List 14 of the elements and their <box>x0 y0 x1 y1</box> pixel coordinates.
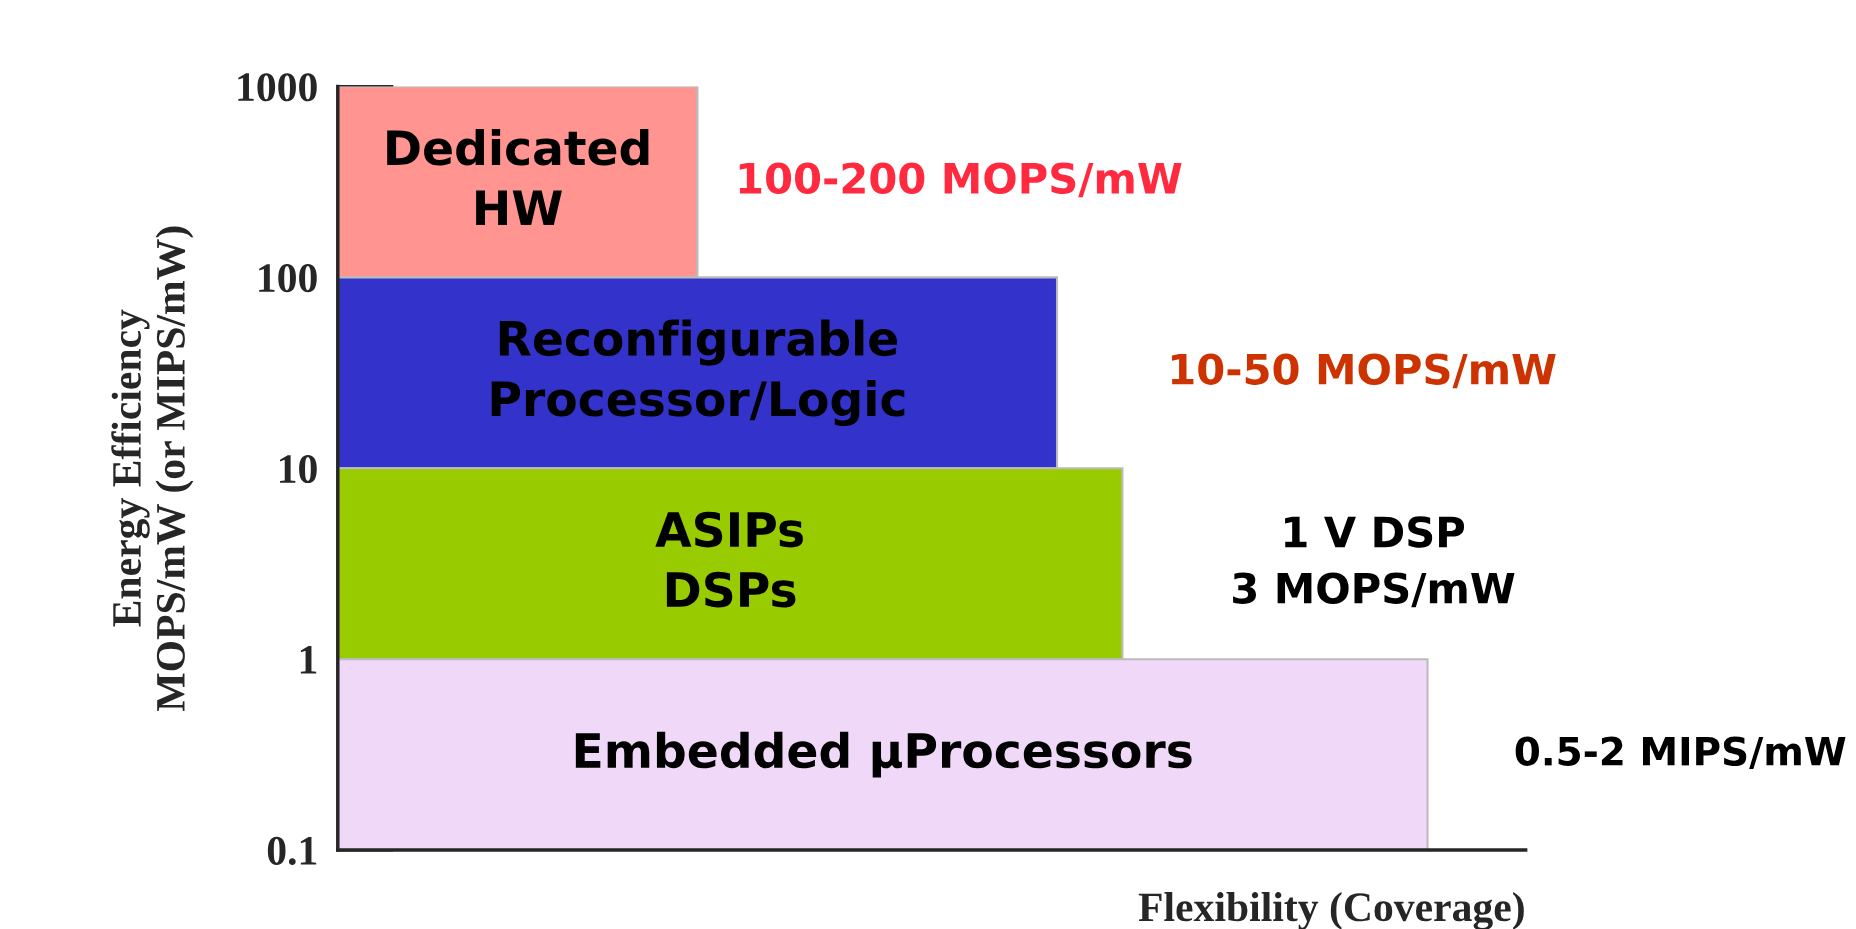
text: 0.5-2 MIPS/mW <box>1515 736 1846 769</box>
annotation: 1 V DSP 3 MOPS/mW <box>1233 516 1515 608</box>
annotation: Embedded μProcessors <box>575 731 1192 778</box>
annotation: ASIPs DSPs <box>655 511 803 608</box>
annotation: 100-200 MOPS/mW <box>739 162 1182 198</box>
annotation: 10-50 MOPS/mW <box>1171 353 1556 389</box>
annotation: Reconfigurable Processor/Logic <box>491 319 905 427</box>
y-tick-label: 0.1 <box>267 836 317 866</box>
y-tick-label: 100 <box>259 264 317 293</box>
y-tick-label: 1000 <box>238 73 317 102</box>
y-axis-title: Energy Efficiency MOPS/mW (or MIPS/mW) <box>111 226 194 711</box>
y-tick-label: 1 <box>300 646 317 674</box>
annotation: Dedicated HW <box>387 129 649 225</box>
y-tick-label: 10 <box>280 454 317 484</box>
